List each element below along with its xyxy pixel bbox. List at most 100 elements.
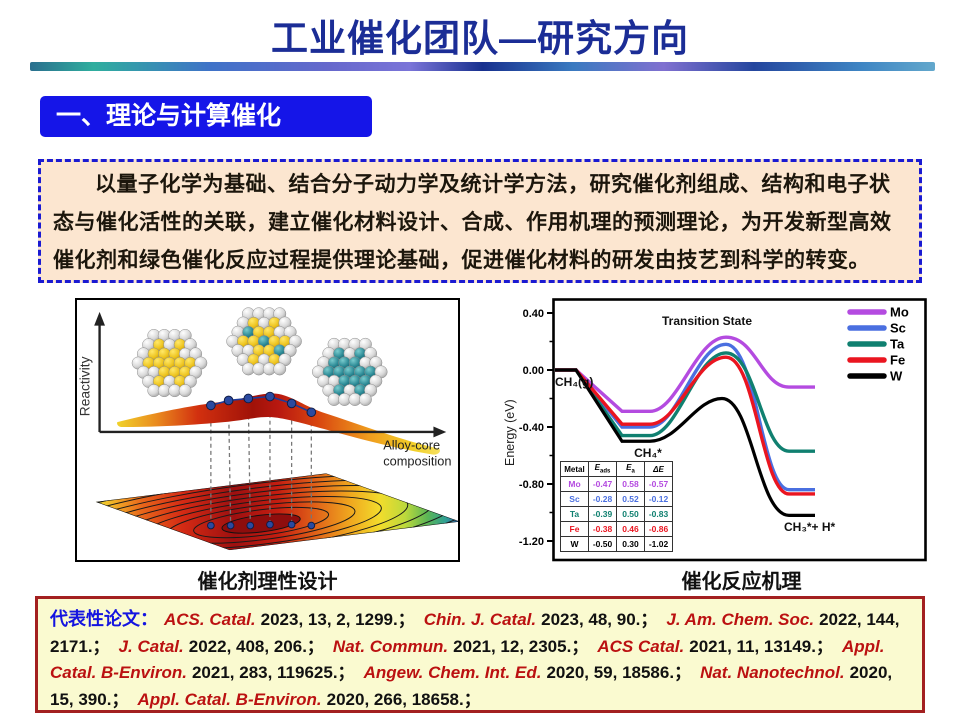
legend-label-Mo: Mo <box>890 305 909 320</box>
table-row-Ta: Ta -0.39 0.50 -0.83 <box>560 506 673 522</box>
x-axis-label-line2: composition <box>383 453 451 468</box>
table-cell: Ta <box>560 506 589 522</box>
y-tick-label: 0.00 <box>523 365 544 377</box>
citation-ref: 2020, 59, 18586.； <box>546 663 692 682</box>
caption-reaction-mechanism: 催化反应机理 <box>681 571 802 593</box>
label-adsorbed-state: CH₄* <box>634 446 662 460</box>
table-cell: 0.58 <box>616 476 645 492</box>
y-tick-label: -0.80 <box>519 479 544 491</box>
table-cell: -1.02 <box>644 536 673 552</box>
energy-curve-W <box>555 368 815 517</box>
energetics-table: Metal Eads Ea ΔE Mo -0.47 0.58 -0.57 Sc -0.28… <box>560 461 673 552</box>
citation-journal: Nat. Nanotechnol. <box>700 663 845 682</box>
table-cell: 0.50 <box>616 506 645 522</box>
contour-minimum <box>221 513 301 534</box>
figure-catalyst-design: Reactivity Alloy-core composition <box>75 298 460 562</box>
table-cell: Fe <box>560 521 589 537</box>
table-row-W: W -0.50 0.30 -1.02 <box>560 536 673 552</box>
citation-journal: Angew. Chem. Int. Ed. <box>363 663 542 682</box>
citation-ref: 2022, 144, 2171.； <box>50 610 900 656</box>
figure-reaction-mechanism: 0.40 0.00 -0.40 -0.80 -1.20 Energy (eV) Mo Sc… <box>500 298 930 562</box>
table-header-ea: Ea <box>616 461 645 477</box>
table-cell: -0.50 <box>588 536 617 552</box>
citation-ref: 2021, 283, 119625.； <box>191 663 355 682</box>
table-cell: -0.47 <box>588 476 617 492</box>
energy-curve-Fe <box>555 355 815 496</box>
citation-ref: 2021, 11, 13149.； <box>689 636 833 656</box>
nanocluster-teal-core <box>311 337 388 406</box>
energy-curves <box>555 335 815 517</box>
citation-journal: J. Am. Chem. Soc. <box>666 610 815 629</box>
label-initial-state: CH₄(g) <box>555 375 593 389</box>
table-header-row: Metal Eads Ea ΔE <box>560 461 673 477</box>
table-cell: -0.12 <box>644 491 673 507</box>
section-header: 一、理论与计算催化 <box>40 96 372 137</box>
citation-ref: 2020, 15, 390.； <box>50 663 893 709</box>
reactivity-ribbon <box>117 393 440 455</box>
papers-list: ACS. Catal. 2023, 13, 2, 1299.； Chin. J. C… <box>50 610 899 709</box>
legend-label-Ta: Ta <box>890 337 905 352</box>
y-tick-label: -0.40 <box>519 422 544 434</box>
table-row-Fe: Fe -0.38 0.46 -0.86 <box>560 521 673 537</box>
citation-journal: Appl. Catal. B-Environ. <box>137 689 322 709</box>
description-text: 以量子化学为基础、结合分子动力学及统计学方法，研究催化剂组成、结构和电子状态与催… <box>53 173 892 272</box>
caption-catalyst-design: 催化剂理性设计 <box>197 571 338 593</box>
optimum-points <box>206 391 317 418</box>
contour-points <box>207 520 316 530</box>
nanocluster-mixed-core <box>226 307 302 376</box>
y-axis-ticks: 0.40 0.00 -0.40 -0.80 -1.20 <box>519 308 554 548</box>
table-header-eads: Eads <box>588 461 617 477</box>
citation-ref: 2022, 408, 206.； <box>188 636 324 656</box>
citation-journal: ACS. Catal. <box>164 610 256 629</box>
table-cell: Sc <box>560 491 589 507</box>
catalyst-design-svg: Reactivity Alloy-core composition <box>78 307 458 551</box>
nanocluster-yellow-core <box>131 329 208 398</box>
papers-label: 代表性论文： <box>50 609 158 629</box>
legend-label-Sc: Sc <box>890 321 906 336</box>
energy-curve-Ta <box>555 351 815 453</box>
energy-curve-Mo <box>555 335 815 414</box>
citation-journal: Appl. Catal. B-Environ. <box>50 636 885 683</box>
citation-ref: 2021, 12, 2305.； <box>453 636 589 656</box>
y-tick-label: 0.40 <box>523 308 544 320</box>
table-row-Mo: Mo -0.47 0.58 -0.57 <box>560 476 673 492</box>
table-cell: -0.57 <box>644 476 673 492</box>
legend-label-Fe: Fe <box>890 353 905 368</box>
citation-journal: J. Catal. <box>118 636 184 656</box>
table-header-metal: Metal <box>560 461 589 477</box>
table-cell: 0.52 <box>616 491 645 507</box>
x-axis-label-line1: Alloy-core <box>383 438 440 453</box>
table-cell: Mo <box>560 476 589 492</box>
reactivity-axis-label: Reactivity <box>78 356 93 416</box>
papers-box: 代表性论文： ACS. Catal. 2023, 13, 2, 1299.； Chin… <box>35 596 925 713</box>
title-divider-bar <box>30 62 935 71</box>
energy-axis-label: Energy (eV) <box>503 399 517 466</box>
citation-journal: Chin. J. Catal. <box>423 610 537 629</box>
citation-ref: 2023, 13, 2, 1299.； <box>260 610 415 629</box>
table-cell: -0.38 <box>588 521 617 537</box>
table-cell: -0.83 <box>644 506 673 522</box>
label-transition-state: Transition State <box>662 314 752 328</box>
y-tick-label: -1.20 <box>519 536 544 548</box>
y-axis-arrow <box>94 311 105 326</box>
table-cell: -0.86 <box>644 521 673 537</box>
label-final-state: CH₃*+ H* <box>784 520 836 534</box>
citation-ref: 2023, 48, 90.； <box>541 610 658 629</box>
page-title: 工业催化团队—研究方向 <box>271 18 689 59</box>
axes <box>98 323 435 434</box>
description-box: 以量子化学为基础、结合分子动力学及统计学方法，研究催化剂组成、结构和电子状态与催… <box>38 159 922 283</box>
table-cell: 0.46 <box>616 521 645 537</box>
table-row-Sc: Sc -0.28 0.52 -0.12 <box>560 491 673 507</box>
x-axis-arrow <box>433 426 447 438</box>
energy-diagram-svg: 0.400.00-0.40-0.80-1.20 Energy (eV) MoSc… <box>503 298 927 562</box>
table-cell: 0.30 <box>616 536 645 552</box>
citation-journal: ACS Catal. <box>597 636 685 656</box>
citation-ref: 2020, 266, 18658.； <box>326 689 481 709</box>
table-cell: -0.28 <box>588 491 617 507</box>
table-cell: -0.39 <box>588 506 617 522</box>
legend-label-W: W <box>890 369 903 384</box>
table-cell: W <box>560 536 589 552</box>
citation-journal: Nat. Commun. <box>332 636 449 656</box>
table-header-de: ΔE <box>644 461 673 477</box>
